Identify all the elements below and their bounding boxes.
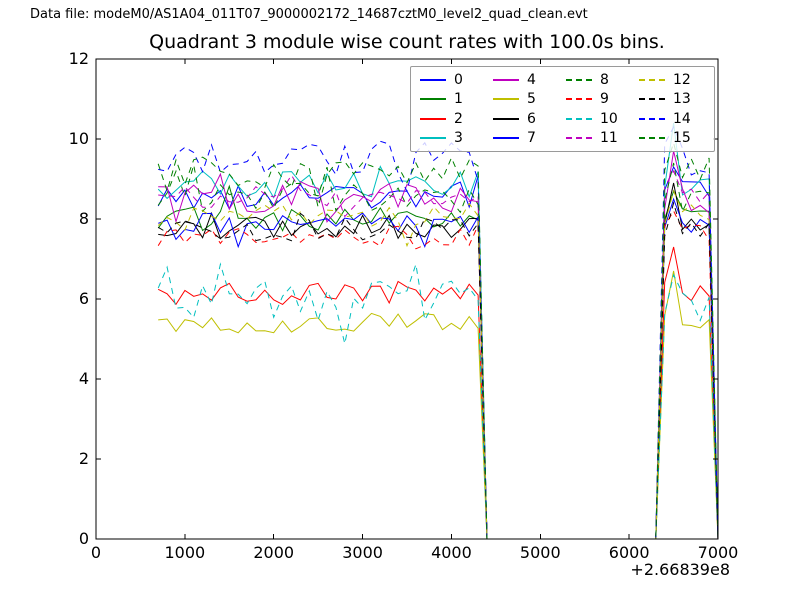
legend-item-3: 3	[420, 131, 493, 145]
legend-item-label: 11	[600, 130, 618, 147]
legend-item-13: 13	[639, 92, 712, 106]
chart-title: Quadrant 3 module wise count rates with …	[149, 31, 665, 53]
legend-line-sample-2	[420, 117, 446, 120]
legend-item-8: 8	[566, 73, 639, 87]
x-tick-label: 7000	[698, 543, 739, 562]
legend-item-label: 12	[673, 71, 691, 88]
legend-item-12: 12	[639, 73, 712, 87]
legend-item-4: 4	[493, 73, 566, 87]
legend-item-6: 6	[493, 112, 566, 126]
legend-item-label: 15	[673, 130, 691, 147]
legend-line-sample-1	[420, 98, 446, 101]
legend-line-sample-10	[566, 117, 592, 120]
x-tick-label: 4000	[431, 543, 472, 562]
series-line-1	[157, 184, 719, 540]
series-line-10	[157, 262, 719, 540]
legend-line-sample-9	[566, 98, 592, 101]
series-line-9	[157, 209, 719, 540]
series-line-7	[158, 197, 719, 540]
legend-line-sample-5	[493, 98, 519, 101]
y-tick-label: 2	[79, 449, 89, 468]
legend-item-label: 7	[527, 130, 536, 147]
series-line-11	[158, 169, 719, 540]
datafile-text: Data file: modeM0/AS1A04_011T07_90000021…	[30, 7, 588, 22]
series-line-0	[157, 165, 719, 540]
legend-line-sample-13	[639, 98, 665, 101]
legend-box: 0 1 2 3 4 5 6 7 8 9 10 11 12 13 14 15	[410, 66, 715, 152]
legend-item-1: 1	[420, 92, 493, 106]
series-line-4	[158, 150, 719, 540]
legend-line-sample-15	[639, 137, 665, 140]
legend-item-label: 4	[527, 71, 536, 88]
series-line-13	[157, 201, 719, 540]
x-tick-label: 5000	[520, 543, 561, 562]
y-tick-label: 10	[69, 129, 89, 148]
y-tick-label: 4	[79, 369, 89, 388]
x-tick-label: 0	[91, 543, 101, 562]
legend-line-sample-12	[639, 78, 665, 81]
legend-line-sample-6	[493, 117, 519, 120]
legend-item-label: 3	[454, 130, 463, 147]
legend-item-5: 5	[493, 92, 566, 106]
legend-item-label: 1	[454, 91, 463, 108]
legend-line-sample-7	[493, 137, 519, 140]
legend-line-sample-0	[420, 78, 446, 81]
legend-item-0: 0	[420, 73, 493, 87]
y-tick-label: 0	[79, 529, 89, 548]
legend-item-label: 10	[600, 110, 618, 127]
legend-item-label: 5	[527, 91, 536, 108]
legend-item-label: 13	[673, 91, 691, 108]
series-line-2	[157, 246, 719, 540]
legend-item-14: 14	[639, 112, 712, 126]
legend-item-15: 15	[639, 131, 712, 145]
legend-item-label: 8	[600, 71, 609, 88]
x-tick-label: 2000	[253, 543, 294, 562]
legend-item-2: 2	[420, 112, 493, 126]
x-tick-label: 6000	[609, 543, 650, 562]
y-tick-label: 8	[79, 209, 89, 228]
legend-item-label: 2	[454, 110, 463, 127]
series-line-5	[158, 270, 719, 540]
legend-item-7: 7	[493, 131, 566, 145]
legend-item-label: 0	[454, 71, 463, 88]
series-line-12	[157, 189, 719, 540]
legend-line-sample-4	[493, 78, 519, 81]
legend-item-label: 6	[527, 110, 536, 127]
series-line-14	[158, 125, 719, 540]
legend-item-11: 11	[566, 131, 639, 145]
legend-line-sample-3	[420, 137, 446, 140]
legend-line-sample-14	[639, 117, 665, 120]
x-tick-label: 3000	[342, 543, 383, 562]
x-tick-label: 1000	[164, 543, 205, 562]
y-tick-label: 12	[69, 49, 89, 68]
legend-item-10: 10	[566, 112, 639, 126]
legend-item-9: 9	[566, 92, 639, 106]
legend-line-sample-8	[566, 78, 592, 81]
y-tick-label: 6	[79, 289, 89, 308]
legend-item-label: 9	[600, 91, 609, 108]
legend-item-label: 14	[673, 110, 691, 127]
x-axis-offset-label: +2.66839e8	[630, 560, 730, 579]
series-line-3	[157, 122, 719, 540]
legend-line-sample-11	[566, 137, 592, 140]
